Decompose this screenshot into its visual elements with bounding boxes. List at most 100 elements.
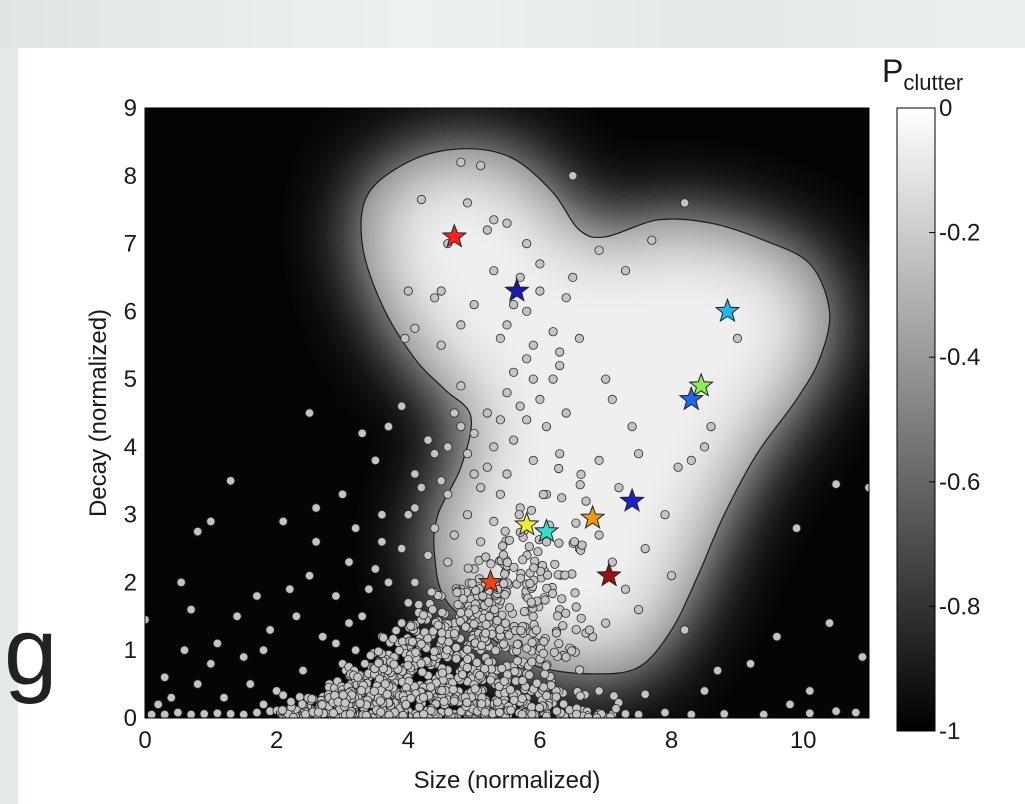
clutter-point <box>572 625 580 633</box>
clutter-point <box>411 324 419 332</box>
y-tick-label: 9 <box>124 95 137 122</box>
clutter-point <box>528 638 536 646</box>
clutter-point <box>429 605 437 613</box>
clutter-point <box>503 470 511 478</box>
clutter-point <box>576 692 584 700</box>
clutter-point <box>417 659 425 667</box>
clutter-point <box>501 619 509 627</box>
clutter-point <box>459 595 467 603</box>
clutter-point <box>530 564 538 572</box>
clutter-point <box>582 497 590 505</box>
clutter-point <box>483 463 491 471</box>
clutter-point <box>527 598 535 606</box>
clutter-point <box>361 660 369 668</box>
clutter-point <box>351 524 359 532</box>
clutter-point <box>529 341 537 349</box>
clutter-point <box>477 483 485 491</box>
clutter-point <box>552 693 560 701</box>
clutter-point <box>806 709 814 717</box>
clutter-point <box>503 389 511 397</box>
clutter-point <box>213 709 221 717</box>
clutter-point <box>463 199 471 207</box>
clutter-point <box>305 409 313 417</box>
clutter-point <box>528 710 536 718</box>
clutter-point <box>463 698 471 706</box>
clutter-point <box>513 640 521 648</box>
colorbar-tick-label: -1 <box>939 718 960 745</box>
x-tick-label: 0 <box>138 727 151 754</box>
clutter-point <box>509 300 517 308</box>
clutter-point <box>464 564 472 572</box>
clutter-point <box>463 663 471 671</box>
clutter-point <box>476 671 484 679</box>
clutter-point <box>548 589 556 597</box>
clutter-point <box>341 699 349 707</box>
clutter-point <box>398 619 406 627</box>
clutter-point <box>419 710 427 718</box>
clutter-point <box>154 700 162 708</box>
clutter-point <box>555 639 563 647</box>
clutter-point <box>536 395 544 403</box>
clutter-point <box>470 620 478 628</box>
clutter-point <box>569 172 577 180</box>
clutter-point <box>473 658 481 666</box>
clutter-point <box>376 697 384 705</box>
clutter-point <box>786 700 794 708</box>
clutter-point <box>226 477 234 485</box>
clutter-point <box>515 510 523 518</box>
clutter-point <box>562 609 570 617</box>
clutter-point <box>499 551 507 559</box>
clutter-point <box>542 662 550 670</box>
clutter-point <box>213 639 221 647</box>
clutter-point <box>443 646 451 654</box>
clutter-point <box>434 621 442 629</box>
clutter-point <box>437 287 445 295</box>
clutter-point <box>496 416 504 424</box>
clutter-point <box>577 470 585 478</box>
clutter-point <box>641 544 649 552</box>
clutter-point <box>427 588 435 596</box>
clutter-point <box>529 375 537 383</box>
clutter-point <box>444 558 452 566</box>
clutter-point <box>520 607 528 615</box>
clutter-point <box>602 375 610 383</box>
colorbar-tick-label: -0.6 <box>939 469 980 496</box>
clutter-point <box>541 670 549 678</box>
colorbar: 0-0.2-0.4-0.6-0.8-1 Pclutter <box>882 53 980 745</box>
clutter-point <box>562 294 570 302</box>
clutter-point <box>450 629 458 637</box>
clutter-point <box>437 477 445 485</box>
clutter-point <box>507 706 515 714</box>
clutter-point <box>612 705 620 713</box>
clutter-point <box>402 700 410 708</box>
y-tick-label: 2 <box>124 569 137 596</box>
clutter-point <box>417 483 425 491</box>
clutter-point <box>371 565 379 573</box>
clutter-point <box>595 687 603 695</box>
clutter-point <box>519 556 527 564</box>
clutter-point <box>493 698 501 706</box>
clutter-point <box>233 612 241 620</box>
clutter-point <box>450 531 458 539</box>
clutter-point <box>438 686 446 694</box>
clutter-point <box>700 443 708 451</box>
clutter-point <box>358 429 366 437</box>
clutter-point <box>495 708 503 716</box>
clutter-point <box>378 538 386 546</box>
clutter-point <box>470 470 478 478</box>
clutter-point <box>832 707 840 715</box>
clutter-point <box>575 334 583 342</box>
clutter-point <box>332 592 340 600</box>
clutter-point <box>246 680 254 688</box>
clutter-point <box>437 341 445 349</box>
clutter-point <box>259 700 267 708</box>
clutter-point <box>852 708 860 716</box>
clutter-point <box>374 659 382 667</box>
clutter-point <box>550 648 558 656</box>
clutter-point <box>286 585 294 593</box>
clutter-point <box>430 524 438 532</box>
clutter-point <box>438 669 446 677</box>
clutter-point <box>496 490 504 498</box>
clutter-point <box>792 524 800 532</box>
clutter-point <box>477 700 485 708</box>
